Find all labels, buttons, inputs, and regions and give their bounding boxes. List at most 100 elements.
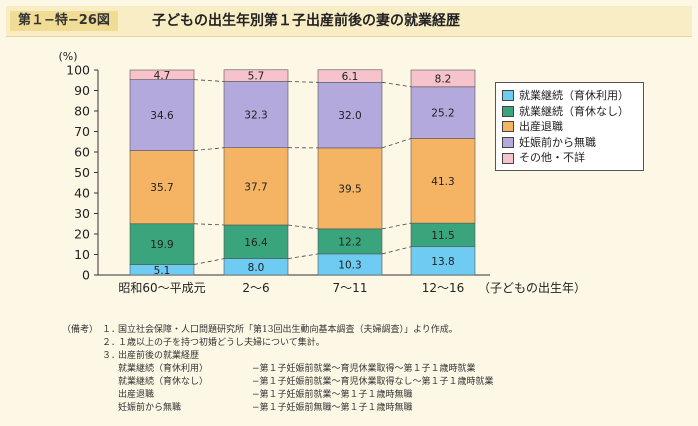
y-tick-label: 10 [74,247,90,262]
data-label: 39.5 [338,183,361,195]
note-number: ３． [102,351,121,361]
bar-segment [317,147,383,230]
connector-line [381,138,412,149]
connector-line [287,253,319,259]
notes-label: （備考） [62,325,99,335]
definition-term: 出産退職 [118,390,155,400]
note-text: 国立社会保障・人口問題研究所「第13回出生動向基本調査（夫婦調査）」より作成。 [118,325,458,335]
notes-section: （備考） １． 国立社会保障・人口問題研究所「第13回出生動向基本調査（夫婦調査… [62,324,682,415]
data-label: 13.8 [431,256,454,268]
stacked-bar-chart: 0 10 20 30 40 50 60 70 80 90 100(%) 5.1 19.9 35.7 34.6… [58,50,586,295]
y-tick-label: 30 [74,206,90,221]
y-tick-label: 60 [74,145,90,160]
definition-row: 就業継続（育休利用） −第１子妊娠前就業〜育児休業取得〜第１子１歳時就業 [62,363,682,376]
legend-label: 妊娠前から無職 [519,135,596,149]
note-row: ３． 出産前後の就業経歴 [62,350,682,363]
x-tick-label: 7〜11 [333,281,368,295]
bar-segment [223,224,289,259]
bar-segment [410,138,476,224]
data-label: 12.2 [338,236,361,248]
note-number: ２． [102,338,121,348]
definition-term: 就業継続（育休利用） [118,364,209,374]
definition-row: 妊娠前から無職 −第１子妊娠前無職〜第１子１歳時無職 [62,402,682,415]
definition-term: 妊娠前から無職 [118,403,182,413]
note-row: ２． １歳以上の子を持つ初婚どうし夫婦について集計。 [62,337,682,350]
y-tick-label: 0 [82,268,90,283]
note-text: １歳以上の子を持つ初婚どうし夫婦について集計。 [118,338,325,348]
connector-line [193,147,225,151]
bar-segment [223,69,289,82]
figure-number: 第１−特−26図 [10,11,118,31]
bar-segment [129,79,195,151]
connector-line [193,258,225,265]
definition-row: 出産退職 −第１子妊娠前就業〜第１子１歳時無職 [62,389,682,402]
data-label: 37.7 [244,181,267,193]
connector-line [381,222,412,230]
definition-row: 就業継続（育休なし） −第１子妊娠前就業〜育児休業取得なし〜第１子１歳時就業 [62,376,682,389]
legend-item: その他・不詳 [502,150,637,166]
legend-item: 妊娠前から無職 [502,135,637,151]
data-label: 11.5 [431,230,454,242]
data-label: 19.9 [150,239,173,251]
bar-segment [317,228,383,255]
connector-line [193,223,225,226]
note-row: （備考） １． 国立社会保障・人口問題研究所「第13回出生動向基本調査（夫婦調査… [62,324,682,337]
chart-legend: 就業継続（育休利用） 就業継続（育休なし） 出産退職 妊娠前から無職 その他・不… [495,82,644,171]
y-tick-label: 80 [74,104,90,119]
bar-segment [129,223,195,265]
definition-desc: −第１子妊娠前無職〜第１子１歳時無職 [252,403,413,413]
legend-swatch [502,121,514,133]
definition-desc: −第１子妊娠前就業〜第１子１歳時無職 [252,390,413,400]
legend-swatch [502,152,514,164]
bar-segment [317,69,383,83]
data-label: 4.7 [154,70,171,82]
connector-line [287,81,319,83]
data-label: 6.1 [342,71,359,83]
legend-label: 就業継続（育休利用） [519,89,629,102]
bar-segment [317,82,383,149]
figure-title: 子どもの出生年別第１子出産前後の妻の就業経歴 [152,13,460,29]
x-unit-label: （子どもの出生年） [478,281,586,295]
x-tick-label: 昭和60〜平成元 [118,281,205,295]
legend-swatch [502,90,514,102]
data-label: 8.0 [248,262,265,274]
data-label: 10.3 [338,259,361,271]
note-number: １． [102,325,121,335]
data-label: 35.7 [150,182,173,194]
y-unit-label: (%) [58,50,77,63]
data-label: 25.2 [431,108,454,120]
data-label: 32.3 [244,110,267,122]
data-label: 5.1 [154,265,171,277]
legend-label: 就業継続（育休なし） [519,104,629,118]
y-tick-label: 50 [74,165,90,180]
legend-swatch [502,137,514,149]
x-tick-label: 2〜6 [242,281,269,295]
connector-line [381,81,412,88]
legend-item: 出産退職 [502,119,637,135]
y-tick-label: 100 [66,63,90,78]
y-tick-label: 70 [74,124,90,139]
legend-swatch [502,105,514,117]
data-label: 34.6 [150,110,174,122]
bar-segment [129,150,195,225]
bar-segment [410,246,476,276]
bar-segment [410,69,476,88]
y-tick-label: 40 [74,186,90,201]
connector-line [287,224,319,230]
data-label: 16.4 [244,237,268,249]
x-tick-label: 12〜16 [422,281,465,295]
bar-segment [223,147,289,226]
definition-term: 就業継続（育休なし） [118,377,209,387]
connector-line [381,246,412,255]
data-label: 8.2 [435,73,452,85]
y-tick-label: 20 [74,227,90,242]
data-label: 32.0 [338,110,361,122]
definition-desc: −第１子妊娠前就業〜育児休業取得〜第１子１歳時就業 [252,364,476,374]
legend-item: 就業継続（育休利用） [502,88,637,104]
data-label: 5.7 [248,71,265,83]
data-label: 41.3 [431,176,454,188]
definition-desc: −第１子妊娠前就業〜育児休業取得なし〜第１子１歳時就業 [252,377,494,387]
connector-line [193,79,225,82]
bar-segment [223,81,289,148]
note-text: 出産前後の就業経歴 [118,351,200,361]
